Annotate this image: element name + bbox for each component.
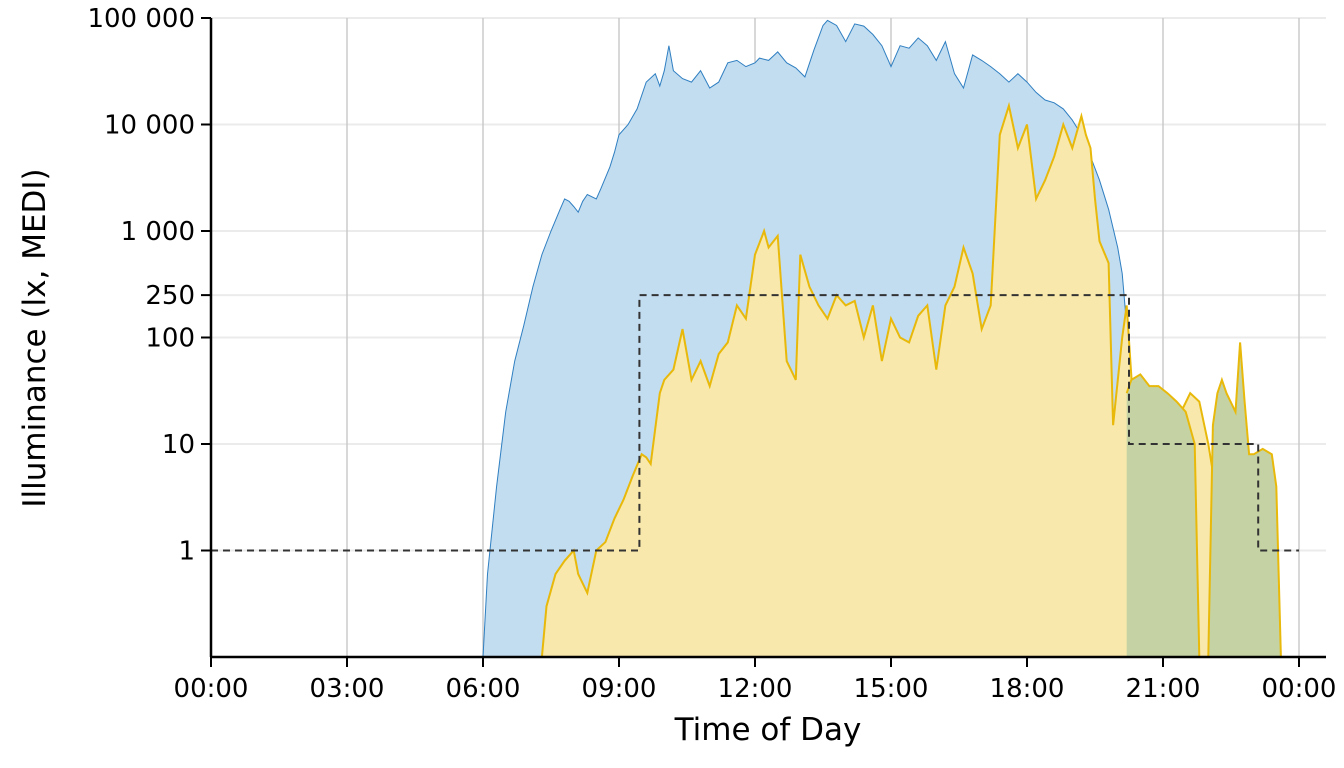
series-0-line xyxy=(482,19,1159,658)
x-tick-label-8: 00:00 xyxy=(1262,674,1337,704)
x-tick-label-3: 09:00 xyxy=(582,674,657,704)
y-tick-label-3: 250 xyxy=(145,281,195,311)
x-tick-label-6: 18:00 xyxy=(990,674,1065,704)
series-1-fill xyxy=(541,105,1236,657)
x-tick-label-4: 12:00 xyxy=(718,674,793,704)
y-tick-label-1: 10 xyxy=(162,430,195,460)
x-tick-label-7: 21:00 xyxy=(1126,674,1201,704)
x-tick-label-0: 00:00 xyxy=(174,674,249,704)
series-1-line xyxy=(540,101,1237,658)
y-tick-label-6: 100 000 xyxy=(87,4,195,34)
y-tick-label-0: 1 xyxy=(178,537,195,567)
series-3-step-line xyxy=(211,294,1299,552)
y-tick-label-4: 1 000 xyxy=(121,217,195,247)
x-axis-title: Time of Day xyxy=(674,712,862,748)
ticks: 1 10 100 250 1 000 10 000 100 000 00:00 03:00 06:… xyxy=(87,4,1336,704)
y-tick-label-5: 10 000 xyxy=(104,111,195,141)
y-tick-label-2: 100 xyxy=(145,324,195,354)
x-tick-label-1: 03:00 xyxy=(310,674,385,704)
x-tick-label-2: 06:00 xyxy=(446,674,521,704)
series-2-line xyxy=(1125,342,1282,658)
data-areas xyxy=(211,19,1299,658)
y-axis-title: Illuminance (lx, MEDI) xyxy=(17,168,53,507)
series-2-fill xyxy=(1126,342,1281,657)
x-tick-label-5: 15:00 xyxy=(854,674,929,704)
